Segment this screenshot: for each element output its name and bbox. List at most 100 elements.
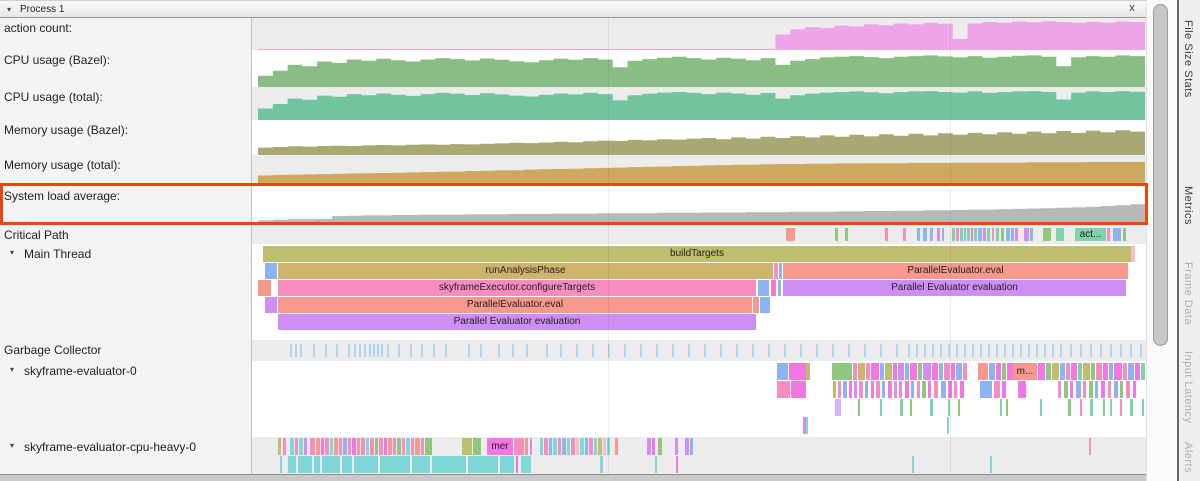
trace-slice[interactable] (948, 381, 952, 398)
collapse-arrow-icon[interactable]: ▾ (10, 248, 15, 257)
gc-event-tick[interactable] (421, 344, 423, 357)
trace-slice[interactable] (1126, 381, 1130, 398)
gc-event-tick[interactable] (1036, 344, 1038, 357)
gc-event-tick[interactable] (354, 344, 356, 357)
trace-slice[interactable] (432, 456, 466, 473)
gc-event-tick[interactable] (398, 344, 400, 357)
trace-slice[interactable] (806, 363, 810, 380)
gc-event-tick[interactable] (948, 344, 950, 357)
trace-slice[interactable] (866, 363, 870, 380)
trace-slice[interactable] (858, 363, 865, 380)
trace-slice[interactable] (934, 381, 938, 398)
trace-slice[interactable] (330, 438, 333, 455)
trace-slice[interactable] (905, 363, 909, 380)
gc-event-tick[interactable] (1060, 344, 1062, 357)
gc-event-tick[interactable] (1130, 344, 1132, 357)
trace-slice[interactable] (964, 228, 966, 241)
trace-slice[interactable] (402, 438, 405, 455)
trace-slice[interactable] (647, 438, 651, 455)
trace-slice[interactable] (871, 381, 874, 398)
trace-slice[interactable] (774, 263, 778, 279)
trace-slice[interactable] (1002, 363, 1006, 380)
trace-slice[interactable] (516, 456, 518, 473)
trace-slice[interactable] (553, 438, 557, 455)
trace-slice[interactable] (265, 263, 277, 279)
trace-slice[interactable] (675, 438, 678, 455)
trace-slice[interactable] (361, 438, 365, 455)
trace-slice[interactable] (598, 438, 602, 455)
trace-slice[interactable] (406, 438, 410, 455)
gc-event-tick[interactable] (526, 344, 528, 357)
trace-slice[interactable] (958, 399, 960, 416)
trace-slice[interactable] (854, 381, 857, 398)
trace-slice[interactable] (462, 438, 472, 455)
trace-slice[interactable] (990, 456, 992, 473)
gc-event-tick[interactable] (1028, 344, 1030, 357)
gc-event-tick[interactable] (445, 344, 447, 357)
trace-slice[interactable] (1011, 228, 1014, 241)
trace-slice[interactable] (843, 381, 847, 398)
trace-slice[interactable] (871, 363, 879, 380)
gc-event-tick[interactable] (924, 344, 926, 357)
trace-slice[interactable] (352, 438, 356, 455)
trace-slice[interactable] (652, 438, 655, 455)
gc-event-tick[interactable] (908, 344, 910, 357)
trace-slice[interactable] (1058, 381, 1061, 398)
trace-slice[interactable] (930, 399, 933, 416)
gc-event-tick[interactable] (1110, 344, 1112, 357)
trace-slice-skyframeexecutor-configuretargets[interactable]: skyframeExecutor.configureTargets (278, 280, 756, 296)
trace-slice[interactable] (1110, 399, 1112, 416)
trace-slice[interactable] (375, 438, 378, 455)
trace-slice[interactable] (948, 399, 950, 416)
trace-slice[interactable] (960, 381, 964, 398)
trace-slice[interactable] (992, 228, 994, 241)
trace-slice[interactable] (265, 297, 277, 313)
trace-slice[interactable] (905, 381, 909, 398)
trace-slice[interactable] (971, 228, 973, 241)
trace-slice[interactable] (912, 456, 914, 473)
trace-slice[interactable] (777, 363, 788, 380)
gc-event-tick[interactable] (560, 344, 562, 357)
gc-event-tick[interactable] (1044, 344, 1046, 357)
counter-area-memory-usage-bazel[interactable] (258, 120, 1145, 155)
trace-slice[interactable] (288, 456, 296, 473)
trace-slice[interactable] (298, 456, 312, 473)
trace-slice[interactable] (1103, 399, 1105, 416)
trace-slice[interactable] (786, 228, 795, 241)
trace-slice[interactable] (685, 438, 689, 455)
gc-event-tick[interactable] (800, 344, 802, 357)
trace-slice-parallelevaluator-eval[interactable]: ParallelEvaluator.eval (278, 297, 752, 313)
trace-slice[interactable] (849, 381, 852, 398)
trace-slice[interactable] (803, 417, 806, 434)
gc-event-tick[interactable] (387, 344, 389, 357)
trace-slice[interactable] (880, 399, 882, 416)
trace-slice[interactable] (316, 438, 320, 455)
trace-slice[interactable] (425, 438, 432, 455)
counter-area-cpu-usage-bazel[interactable] (258, 50, 1145, 87)
gc-event-tick[interactable] (512, 344, 514, 357)
trace-slice[interactable] (777, 381, 790, 398)
trace-slice[interactable] (334, 438, 338, 455)
trace-slice[interactable] (760, 297, 770, 313)
trace-slice[interactable] (310, 438, 315, 455)
trace-slice[interactable] (1091, 363, 1095, 380)
trace-slice[interactable] (1040, 399, 1042, 416)
gc-event-tick[interactable] (592, 344, 594, 357)
trace-slice[interactable] (1060, 363, 1065, 380)
trace-slice[interactable] (1120, 381, 1123, 398)
gc-event-tick[interactable] (956, 344, 958, 357)
collapse-arrow-icon[interactable]: ▾ (10, 365, 15, 374)
trace-slice[interactable] (778, 280, 781, 296)
trace-slice[interactable] (1006, 399, 1008, 416)
gc-event-tick[interactable] (972, 344, 974, 357)
trace-slice[interactable] (562, 438, 566, 455)
trace-slice[interactable] (983, 228, 986, 241)
gc-event-tick[interactable] (1004, 344, 1006, 357)
gc-event-tick[interactable] (784, 344, 786, 357)
trace-slice[interactable] (947, 417, 949, 434)
trace-slice-mer[interactable]: mer (487, 438, 513, 455)
trace-slice[interactable] (411, 438, 414, 455)
trace-slice[interactable] (835, 228, 838, 241)
trace-slice[interactable] (1095, 381, 1098, 398)
track-chart-main-thread[interactable]: buildTargets runAnalysisPhase ParallelEval… (252, 244, 1146, 340)
